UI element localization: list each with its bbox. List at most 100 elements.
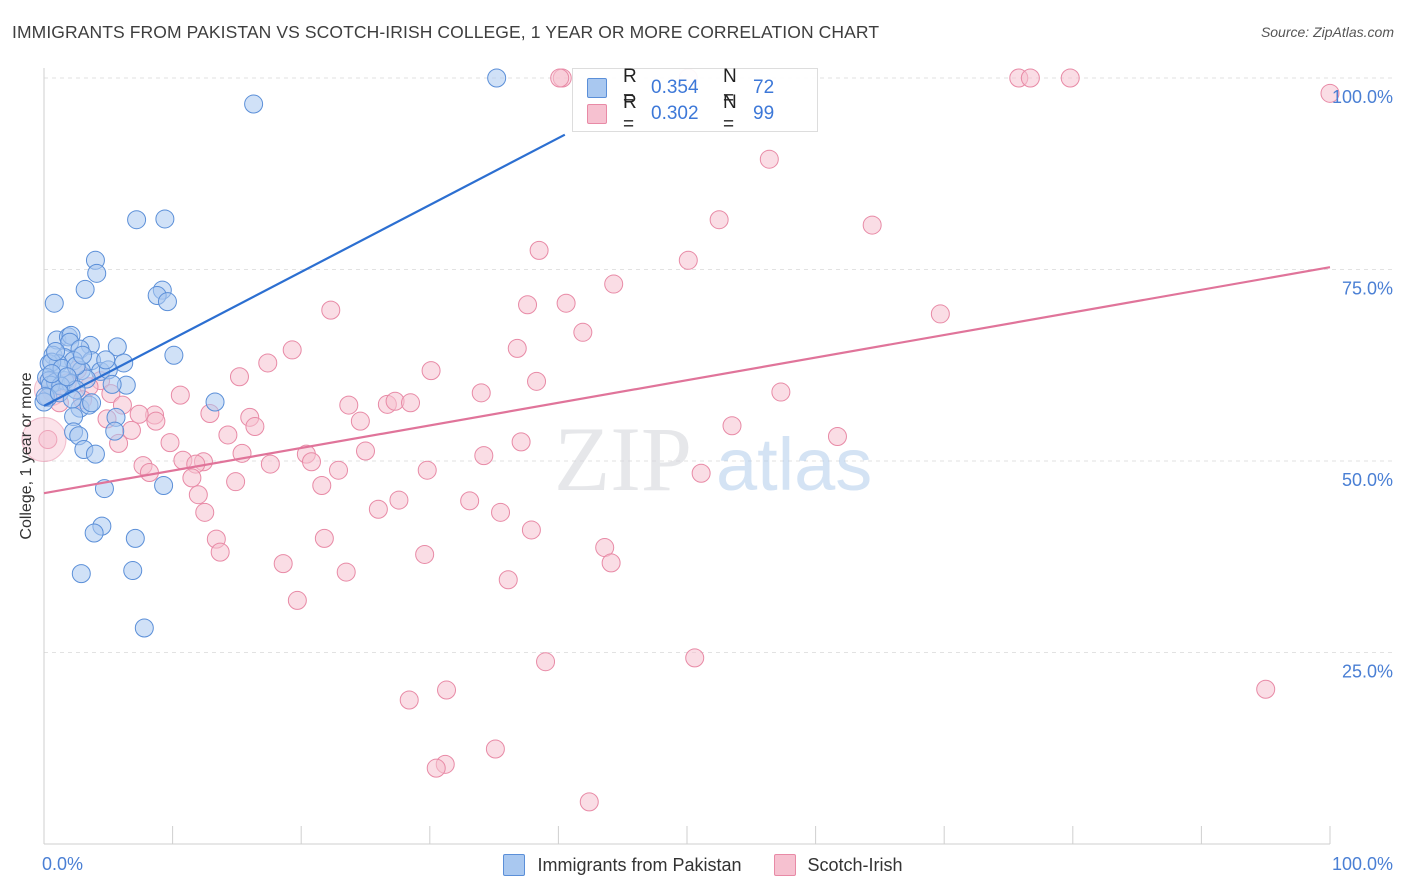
scotch-irish-point [170, 385, 190, 405]
legend-row-pakistan: R = 0.354 N = 72 [587, 66, 825, 109]
r-label: R = [623, 92, 637, 135]
pakistan-point [155, 209, 175, 229]
legend-swatch-blue [587, 78, 607, 98]
scotch-irish-point [282, 340, 302, 360]
pakistan-point [102, 374, 122, 394]
scotch-irish-point [771, 382, 791, 402]
scotch-irish-point [1256, 679, 1276, 699]
scotch-irish-point [521, 520, 541, 540]
pakistan-point [57, 367, 77, 387]
scotch-irish-point [258, 353, 278, 373]
r-label: R = [623, 66, 637, 109]
trend-lines [43, 133, 1331, 495]
n-label: N = [723, 66, 737, 109]
scotch-irish-point [498, 570, 518, 590]
n-label: N = [723, 92, 737, 135]
legend-swatch-pink [773, 854, 796, 876]
scotch-irish-point [550, 68, 570, 88]
pakistan-point [134, 618, 154, 638]
legend-row-scotch-irish: R = 0.302 N = 99 [587, 92, 825, 135]
chart-title: IMMIGRANTS FROM PAKISTAN VS SCOTCH-IRISH… [12, 22, 880, 42]
scotch-irish-point [529, 240, 549, 260]
scotch-irish-point [146, 411, 166, 431]
scotch-irish-point [485, 739, 505, 759]
scotch-irish-point [518, 295, 538, 315]
scotch-irish-point [827, 426, 847, 446]
pakistan-point [42, 364, 62, 384]
scotch-irish-point [460, 491, 480, 511]
scotch-irish-point [691, 463, 711, 483]
y-axis-label: College, 1 year or more [18, 372, 35, 540]
scotch-irish-point [722, 416, 742, 436]
pakistan-point [107, 337, 127, 357]
scotch-irish-point [417, 460, 437, 480]
legend-swatch-pink [587, 104, 607, 124]
pakistan-point [71, 564, 91, 584]
pakistan-point [205, 392, 225, 412]
pakistan-point [73, 345, 93, 365]
y-tick-label: 75.0% [1342, 279, 1393, 299]
legend-item-pakistan[interactable]: Immigrants from Pakistan [503, 854, 742, 876]
pakistan-point [244, 94, 264, 114]
scotch-irish-point [339, 395, 359, 415]
scotch-irish-point [930, 304, 950, 324]
scotch-irish-point [336, 562, 356, 582]
scotch-irish-trend-line [43, 266, 1331, 495]
watermark: ZIP atlas [554, 408, 872, 510]
pakistan-point [87, 263, 107, 283]
scotch-irish-point [229, 367, 249, 387]
pakistan-point [123, 561, 143, 581]
legend-label-scotch-irish: Scotch-Irish [807, 854, 903, 875]
pakistan-point [82, 393, 102, 413]
scotch-irish-point [709, 210, 729, 230]
pakistan-point [46, 341, 66, 361]
scotch-irish-point [301, 452, 321, 472]
scotch-irish-point [260, 454, 280, 474]
scotch-irish-point [685, 648, 705, 668]
scotch-irish-point [415, 544, 435, 564]
pakistan-point [96, 350, 116, 370]
scotch-irish-point [160, 433, 180, 453]
watermark-zip: ZIP [554, 408, 692, 510]
scotch-irish-point [273, 554, 293, 574]
pakistan-point [44, 293, 64, 313]
scotch-irish-point [678, 250, 698, 270]
pakistan-point [127, 210, 147, 230]
scotch-irish-point [759, 149, 779, 169]
scotch-irish-point [389, 490, 409, 510]
pakistan-point [164, 345, 184, 365]
pakistan-point [487, 68, 507, 88]
scotch-irish-point [862, 215, 882, 235]
scotch-irish-point [399, 690, 419, 710]
scotch-irish-point [1020, 68, 1040, 88]
scotch-irish-point [226, 472, 246, 492]
scotch-irish-point [245, 417, 265, 437]
scotch-irish-point [601, 553, 621, 573]
x-tick-label: 0.0% [42, 854, 83, 874]
x-tick-label: 100.0% [1332, 854, 1393, 874]
scotch-irish-point [182, 468, 202, 488]
n-value: 99 [753, 103, 775, 124]
scotch-irish-point [573, 322, 593, 342]
y-tick-label: 50.0% [1342, 470, 1393, 490]
pakistan-point [125, 528, 145, 548]
legend-item-scotch-irish[interactable]: Scotch-Irish [773, 854, 903, 876]
scotch-irish-point [426, 758, 446, 778]
scotch-irish-point [556, 293, 576, 313]
scotch-irish-point [328, 460, 348, 480]
scotch-irish-point [210, 542, 230, 562]
legend-swatch-blue [503, 854, 526, 876]
scotch-irish-point [536, 652, 556, 672]
scotch-irish-point [401, 393, 421, 413]
scotch-irish-point [38, 430, 58, 450]
scotch-irish-point [312, 476, 332, 496]
scotch-irish-point [471, 383, 491, 403]
scotch-irish-point [321, 300, 341, 320]
series-legend: Immigrants from Pakistan Scotch-Irish [0, 852, 1406, 878]
pakistan-point [105, 421, 125, 441]
watermark-atlas: atlas [716, 423, 872, 506]
pakistan-trend-line [43, 133, 566, 407]
scotch-irish-point [579, 792, 599, 812]
n-value: 72 [753, 77, 775, 98]
scotch-irish-point [511, 432, 531, 452]
